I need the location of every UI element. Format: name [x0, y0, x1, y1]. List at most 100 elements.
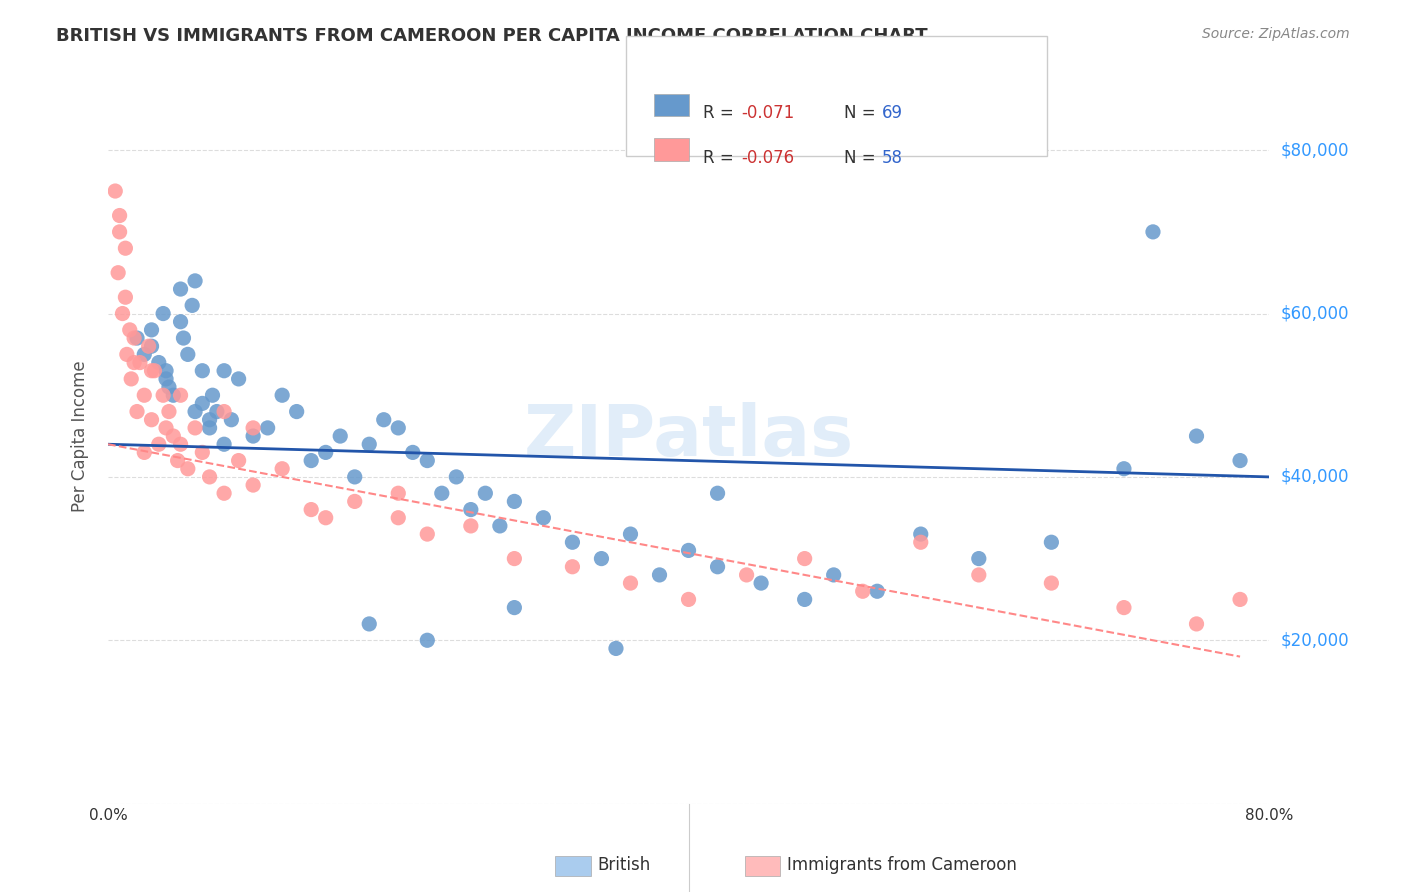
- Text: $60,000: $60,000: [1281, 304, 1348, 323]
- Point: [157, 380, 180, 394]
- Point: [359, 437, 381, 451]
- Point: [134, 347, 156, 361]
- Point: [271, 461, 294, 475]
- Point: [115, 347, 138, 361]
- Point: [1112, 600, 1135, 615]
- Point: [749, 576, 772, 591]
- Point: [591, 551, 613, 566]
- Point: [212, 404, 235, 418]
- Point: [242, 429, 264, 443]
- Point: [416, 527, 439, 541]
- Point: [503, 494, 526, 508]
- Point: [107, 266, 129, 280]
- Point: [1229, 453, 1251, 467]
- Point: [201, 388, 224, 402]
- Point: [489, 519, 512, 533]
- Point: [134, 388, 156, 402]
- Point: [120, 372, 142, 386]
- Point: [221, 413, 243, 427]
- Point: [735, 568, 758, 582]
- Point: [172, 331, 194, 345]
- Point: [619, 576, 641, 591]
- Point: [108, 225, 131, 239]
- Point: [242, 478, 264, 492]
- Point: [157, 404, 180, 418]
- Point: [191, 396, 214, 410]
- Point: [852, 584, 875, 599]
- Point: [416, 453, 439, 467]
- Text: -0.071: -0.071: [741, 104, 794, 122]
- Text: $80,000: $80,000: [1281, 141, 1348, 159]
- Point: [212, 437, 235, 451]
- Point: [169, 315, 191, 329]
- Point: [315, 445, 337, 459]
- Point: [148, 437, 170, 451]
- Point: [184, 274, 207, 288]
- Point: [561, 535, 583, 549]
- Point: [359, 616, 381, 631]
- Point: [299, 453, 322, 467]
- Point: [474, 486, 496, 500]
- Point: [460, 519, 482, 533]
- Y-axis label: Per Capita Income: Per Capita Income: [72, 360, 89, 512]
- Point: [228, 372, 250, 386]
- Text: BRITISH VS IMMIGRANTS FROM CAMEROON PER CAPITA INCOME CORRELATION CHART: BRITISH VS IMMIGRANTS FROM CAMEROON PER …: [56, 27, 928, 45]
- Point: [256, 421, 278, 435]
- Point: [198, 470, 221, 484]
- Point: [111, 307, 134, 321]
- Point: [104, 184, 127, 198]
- Point: [162, 388, 184, 402]
- Point: [1112, 461, 1135, 475]
- Point: [561, 559, 583, 574]
- Point: [793, 551, 815, 566]
- Point: [1142, 225, 1164, 239]
- Point: [162, 429, 184, 443]
- Point: [343, 494, 366, 508]
- Point: [678, 592, 700, 607]
- Point: [191, 364, 214, 378]
- Point: [198, 413, 221, 427]
- Point: [212, 486, 235, 500]
- Point: [416, 633, 439, 648]
- Point: [402, 445, 425, 459]
- Point: [169, 282, 191, 296]
- Text: 58: 58: [882, 149, 903, 167]
- Text: Source: ZipAtlas.com: Source: ZipAtlas.com: [1202, 27, 1350, 41]
- Point: [343, 470, 366, 484]
- Text: $40,000: $40,000: [1281, 468, 1348, 486]
- Point: [531, 510, 554, 524]
- Point: [177, 347, 200, 361]
- Point: [122, 355, 145, 369]
- Point: [387, 486, 409, 500]
- Point: [387, 510, 409, 524]
- Point: [181, 298, 204, 312]
- Point: [329, 429, 352, 443]
- Point: [141, 364, 163, 378]
- Text: ZIPatlas: ZIPatlas: [523, 401, 853, 471]
- Text: Immigrants from Cameroon: Immigrants from Cameroon: [787, 856, 1017, 874]
- Point: [967, 568, 990, 582]
- Point: [228, 453, 250, 467]
- Point: [460, 502, 482, 516]
- Point: [430, 486, 453, 500]
- Point: [169, 437, 191, 451]
- Point: [619, 527, 641, 541]
- Point: [315, 510, 337, 524]
- Point: [152, 388, 174, 402]
- Text: -0.076: -0.076: [741, 149, 794, 167]
- Point: [166, 453, 188, 467]
- Point: [1040, 535, 1063, 549]
- Point: [134, 445, 156, 459]
- Point: [1229, 592, 1251, 607]
- Point: [242, 421, 264, 435]
- Point: [271, 388, 294, 402]
- Text: N =: N =: [844, 104, 880, 122]
- Point: [152, 307, 174, 321]
- Point: [129, 355, 152, 369]
- Text: R =: R =: [703, 104, 740, 122]
- Point: [177, 461, 200, 475]
- Point: [141, 323, 163, 337]
- Point: [141, 413, 163, 427]
- Point: [605, 641, 627, 656]
- Point: [114, 290, 136, 304]
